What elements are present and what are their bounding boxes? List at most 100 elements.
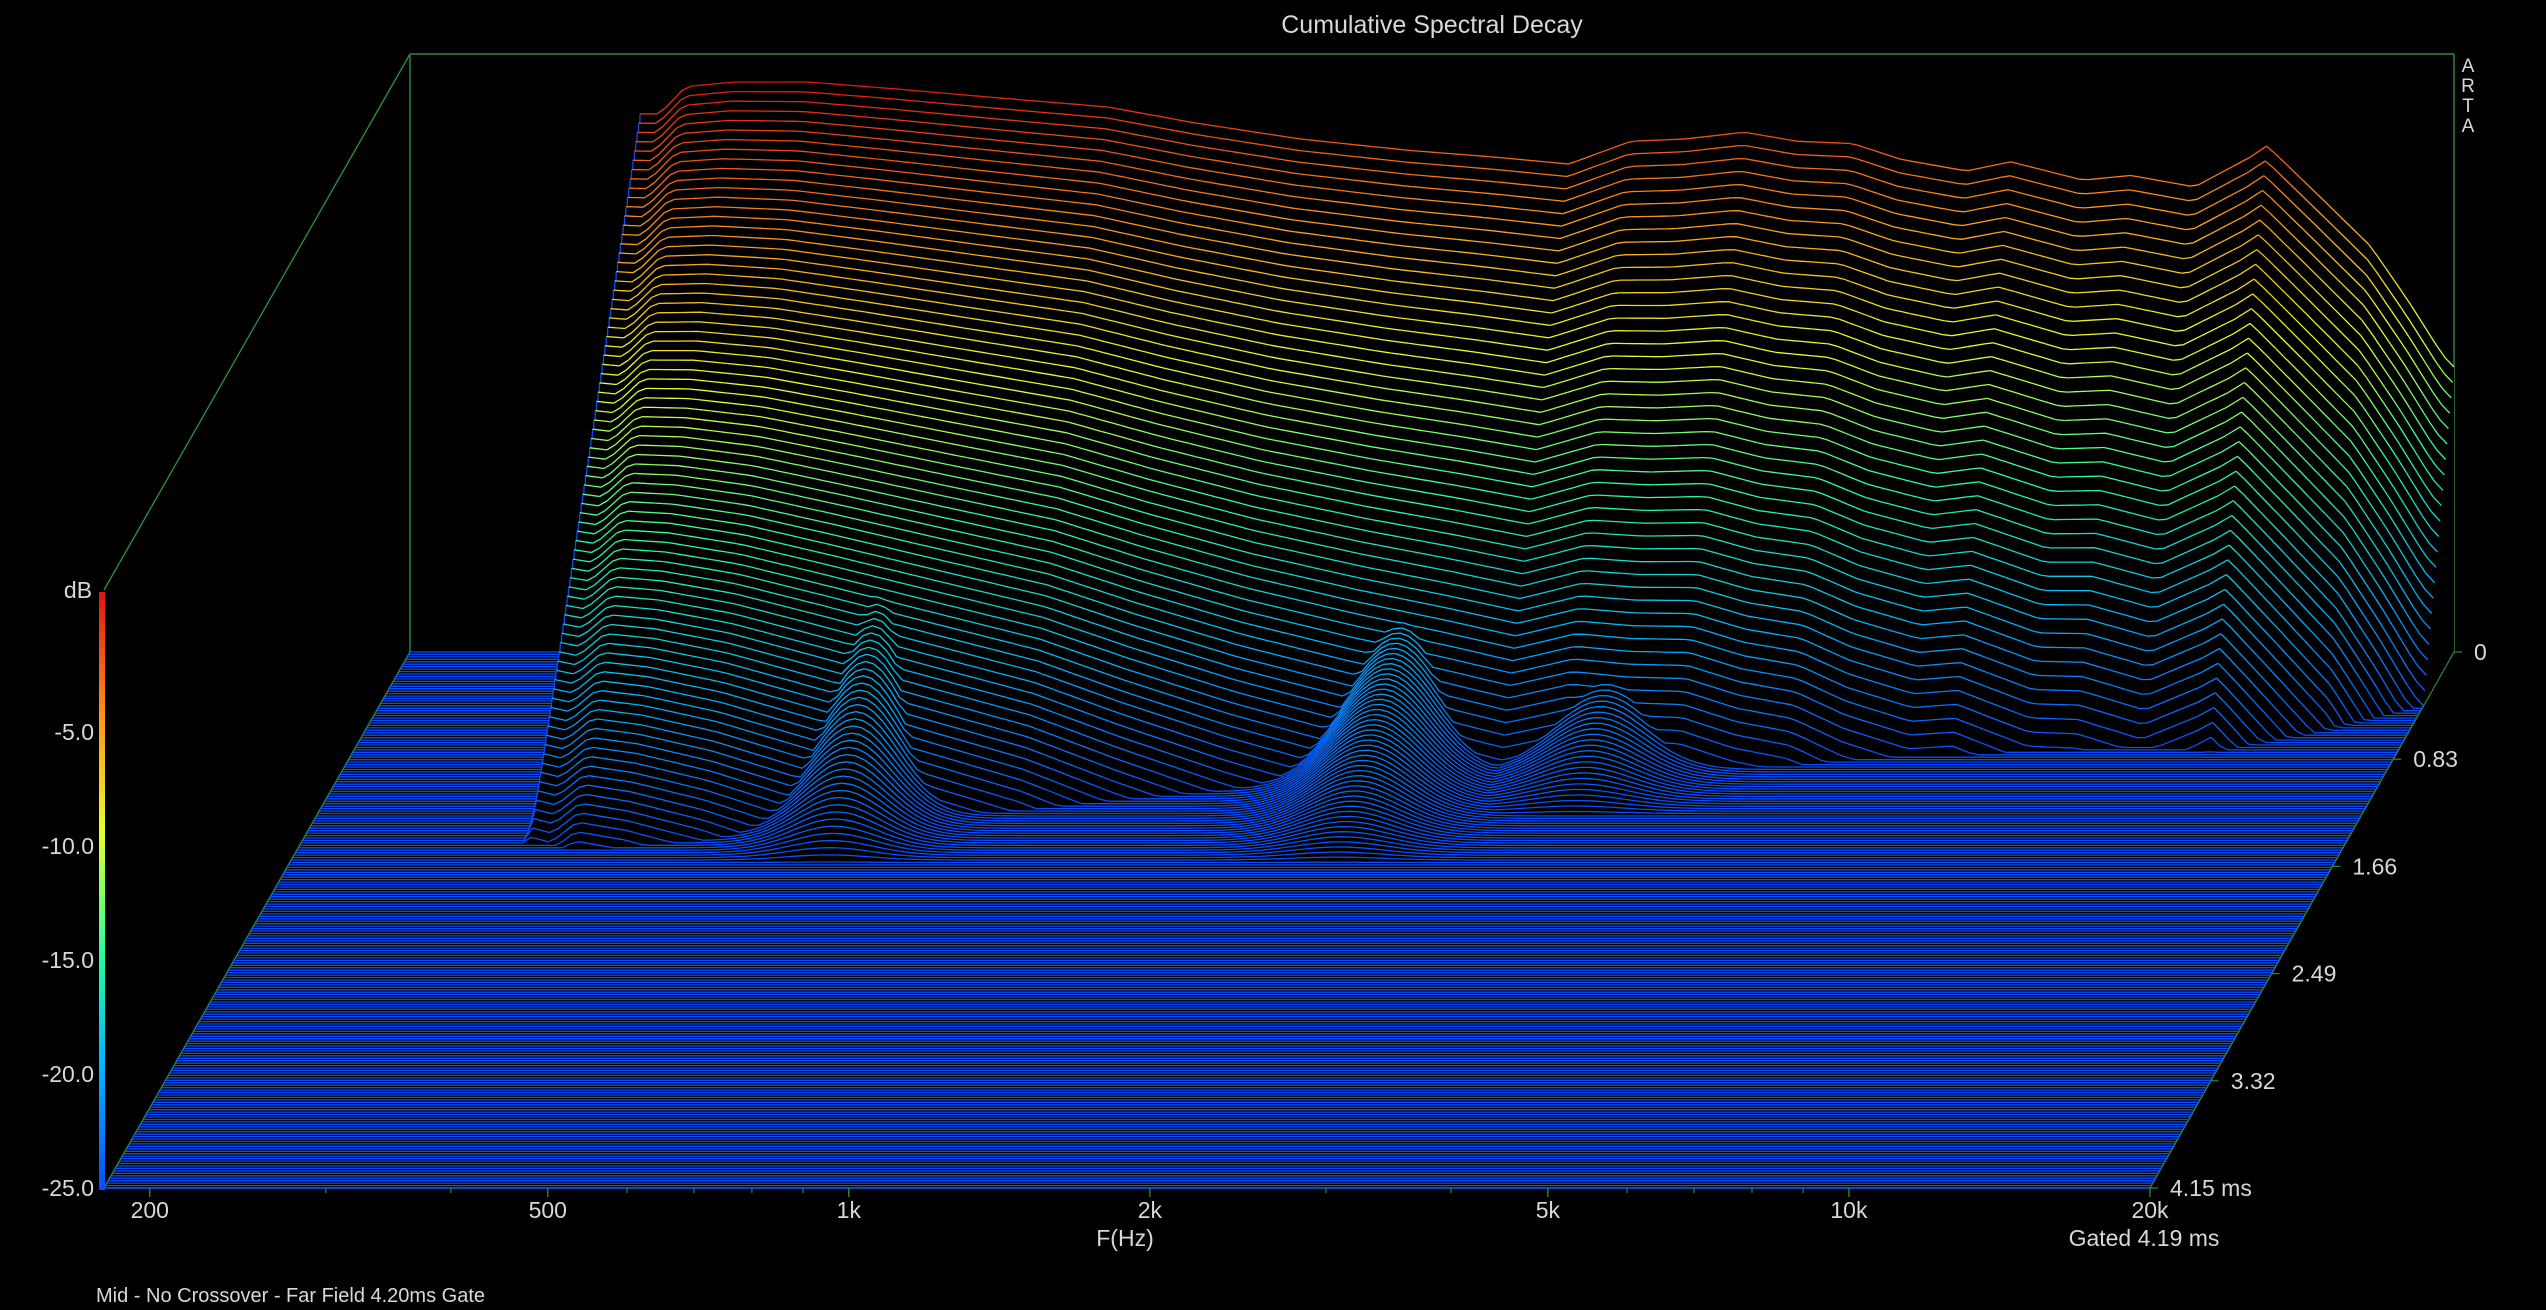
slice-line-4	[932, 133, 942, 136]
slice-line-3	[1887, 196, 1897, 201]
slice-line-0	[1431, 151, 1441, 154]
slice-line-3	[2143, 220, 2152, 224]
slice-line-1	[1140, 123, 1150, 127]
slice-line-5	[2097, 247, 2107, 250]
slice-line-9	[1811, 261, 1820, 264]
slice-line-3	[1044, 133, 1054, 136]
slice-line-0	[955, 93, 964, 96]
slice-line-0	[1363, 145, 1373, 148]
slice-line-5	[1416, 210, 1426, 213]
slice-line-3	[678, 113, 688, 119]
slice-line-2	[2416, 349, 2427, 364]
slice-line-5	[1484, 217, 1494, 220]
slice-line-22	[2057, 490, 2083, 492]
slice-line-2	[1437, 176, 1447, 179]
slice-line-16	[1784, 352, 1794, 355]
slice-line-7	[1064, 178, 1074, 181]
slice-line-1	[2358, 250, 2368, 261]
slice-line-1	[1651, 151, 1678, 154]
slice-line-2	[2340, 249, 2350, 259]
slice-line-12	[1696, 289, 1705, 292]
slice-line-10	[847, 185, 856, 189]
slice-line-0	[946, 92, 956, 95]
slice-line-0	[1576, 157, 1586, 162]
slice-line-4	[855, 125, 865, 128]
slice-line-7	[1950, 265, 1959, 268]
slice-line-4	[1068, 146, 1078, 149]
slice-line-15	[2169, 402, 2178, 405]
slice-line-7	[1447, 237, 1457, 240]
slice-line-12	[1807, 301, 1816, 304]
slice-line-22	[753, 296, 763, 299]
slice-line-18	[2071, 433, 2089, 435]
slice-line-6	[1048, 166, 1058, 169]
slice-line-0	[1023, 99, 1032, 102]
slice-line-2	[1148, 136, 1157, 140]
slice-line-0	[1908, 160, 1918, 163]
slice-line-1	[2145, 192, 2155, 196]
slice-line-19	[1780, 392, 1789, 395]
slice-line-0	[2436, 345, 2447, 359]
slice-line-8	[833, 163, 842, 167]
slice-line-1	[1191, 133, 1201, 136]
slice-line-22	[745, 295, 755, 298]
slice-line-13	[749, 207, 767, 210]
slice-line-4	[2073, 235, 2083, 237]
slice-line-23	[701, 301, 711, 304]
slice-line-2	[1616, 166, 1626, 172]
slice-line-1	[1762, 147, 1772, 151]
slice-line-1	[1890, 169, 1900, 174]
slice-line-2	[1020, 120, 1029, 123]
slice-line-1	[2332, 225, 2343, 236]
slice-line-1	[1907, 173, 1917, 177]
slice-line-4	[983, 138, 993, 141]
slice-line-6	[1432, 224, 1441, 227]
slice-line-2	[1062, 124, 1072, 127]
slice-line-6	[1457, 226, 1467, 229]
slice-line-2	[1292, 160, 1302, 164]
slice-line-13	[698, 206, 716, 209]
slice-line-4	[1554, 212, 1563, 215]
slice-line-12	[1789, 299, 1799, 302]
slice-line-3	[2117, 217, 2135, 221]
slice-line-11	[1816, 288, 1826, 291]
slice-line-0	[886, 87, 905, 91]
slice-line-2	[1854, 171, 1864, 176]
slice-line-4	[838, 124, 848, 127]
frame-edge-5	[2149, 651, 2455, 1189]
slice-line-3	[1478, 191, 1488, 194]
slice-line-6	[2104, 261, 2114, 264]
slice-line-2	[1386, 171, 1396, 174]
slice-line-2	[1752, 159, 1762, 163]
slice-line-2	[2365, 274, 2376, 287]
slice-line-7	[860, 156, 869, 159]
slice-line-0	[1695, 136, 1705, 139]
slice-line-0	[1993, 162, 2003, 166]
slice-line-24	[708, 312, 718, 315]
slice-line-20	[714, 273, 723, 276]
slice-line-1	[1030, 110, 1048, 114]
slice-line-3	[1921, 204, 1931, 207]
slice-line-23	[761, 306, 770, 309]
slice-line-11	[2097, 332, 2107, 335]
slice-line-14	[1821, 329, 1830, 332]
slice-line-3	[2160, 224, 2169, 228]
slice-line-24	[734, 314, 743, 317]
slice-line-20	[1599, 393, 1609, 396]
slice-line-7	[979, 169, 988, 172]
slice-line-22	[694, 292, 712, 295]
slice-line-1	[1430, 163, 1440, 166]
slice-line-0	[2410, 305, 2421, 320]
slice-line-5	[973, 147, 983, 150]
slice-line-0	[1474, 154, 1492, 158]
slice-line-8	[1676, 239, 1685, 242]
slice-line-13	[1609, 304, 1619, 307]
slice-line-19	[1601, 380, 1611, 383]
slice-line-7	[1788, 233, 1798, 235]
slice-line-2	[705, 102, 714, 105]
slice-line-1	[1958, 182, 1968, 185]
slice-line-1	[1243, 141, 1252, 144]
slice-line-3	[1461, 190, 1471, 193]
slice-line-2	[2076, 205, 2103, 209]
slice-line-6	[878, 148, 888, 151]
